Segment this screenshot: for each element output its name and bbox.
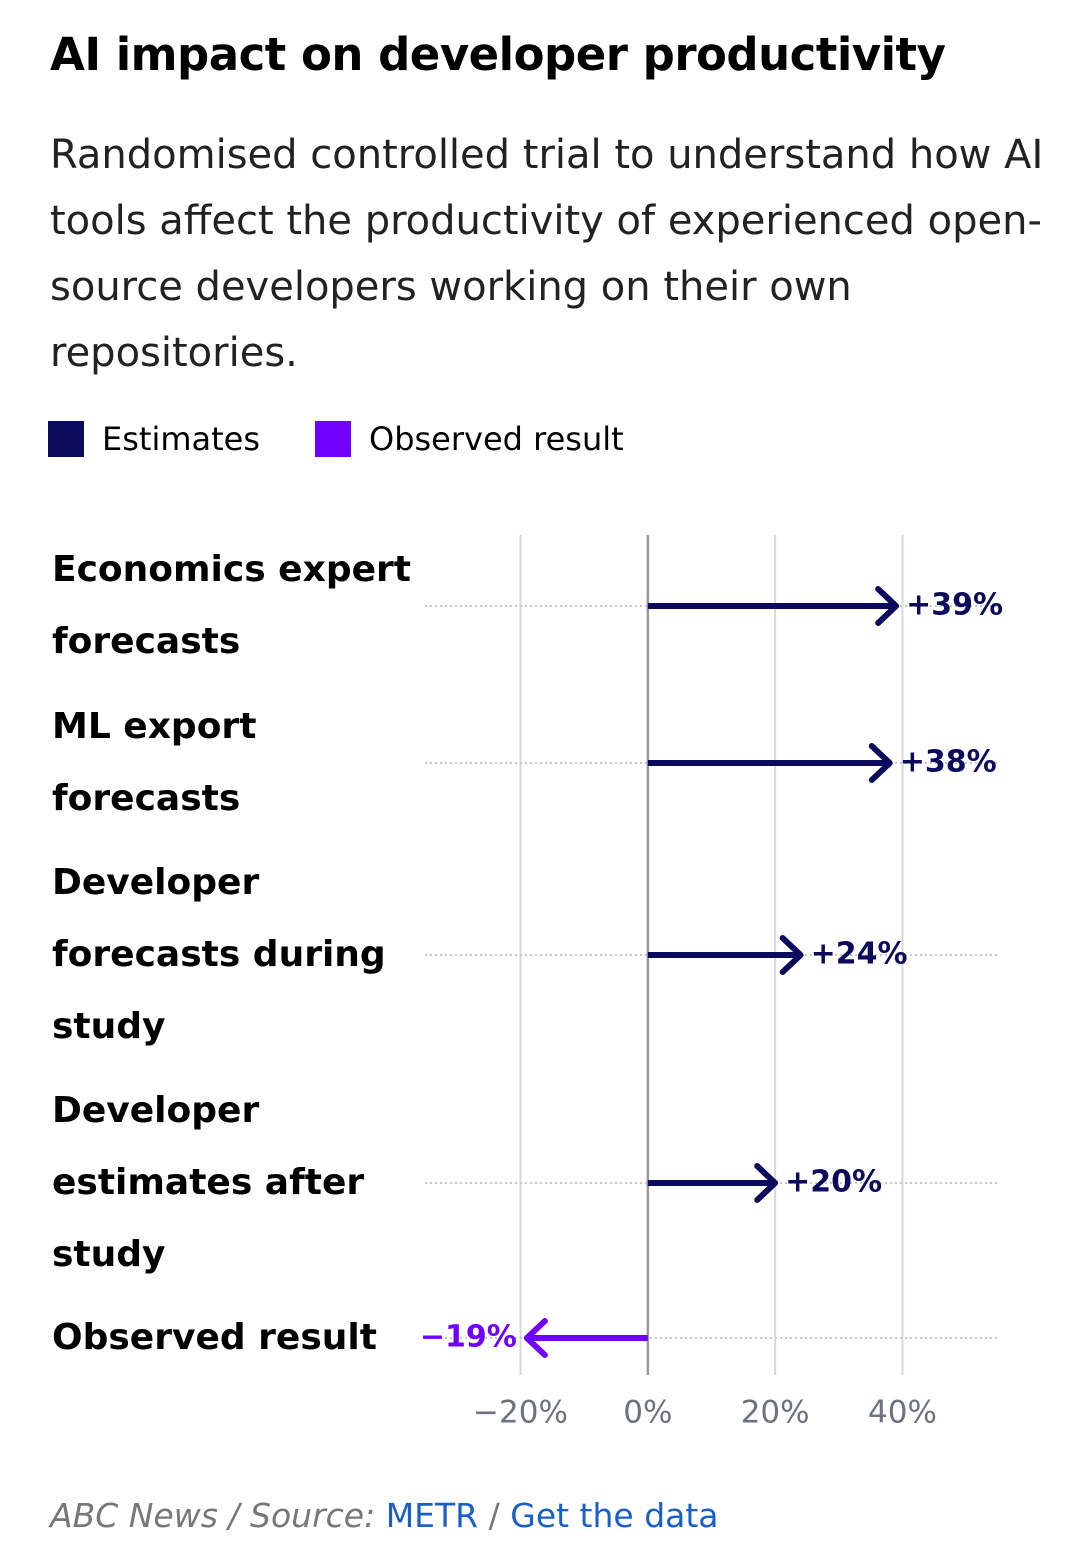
legend-label: Observed result	[369, 420, 624, 458]
value-label: +38%	[900, 745, 997, 780]
value-label: +20%	[785, 1165, 882, 1200]
chart-title: AI impact on developer productivity	[50, 28, 946, 81]
source-link[interactable]: METR	[385, 1496, 479, 1535]
arrow-head	[779, 935, 804, 975]
x-tick-label: 40%	[868, 1395, 937, 1431]
category-label: Observed result	[52, 1317, 377, 1358]
x-tick-label: 0%	[623, 1395, 672, 1431]
legend-label: Estimates	[102, 420, 261, 458]
category-label: Developer estimates after study	[52, 1090, 365, 1275]
separator: /	[488, 1496, 500, 1535]
data-link[interactable]: Get the data	[510, 1496, 719, 1535]
category-label: Developer forecasts during study	[52, 862, 386, 1047]
category-label: ML export forecasts	[52, 706, 257, 819]
x-tick-label: 20%	[741, 1395, 810, 1431]
category-label: Economics expert forecasts	[52, 549, 411, 662]
arrow-head	[875, 586, 900, 626]
arrow-head	[754, 1163, 779, 1203]
arrow-head	[868, 743, 893, 783]
value-label: −19%	[420, 1320, 517, 1355]
credit: ABC News / Source:	[50, 1496, 376, 1535]
legend-swatch	[48, 421, 84, 457]
legend-item: Estimates	[48, 420, 260, 458]
legend-item: Observed result	[315, 420, 624, 458]
arrow-head	[523, 1318, 548, 1358]
chart-subtitle: Randomised controlled trial to understan…	[50, 132, 1044, 376]
legend-swatch	[315, 421, 351, 457]
x-tick-label: −20%	[473, 1395, 568, 1431]
footer: ABC News / Source: METR / Get the data	[50, 1496, 719, 1535]
value-label: +39%	[906, 588, 1003, 623]
value-label: +24%	[811, 937, 908, 972]
